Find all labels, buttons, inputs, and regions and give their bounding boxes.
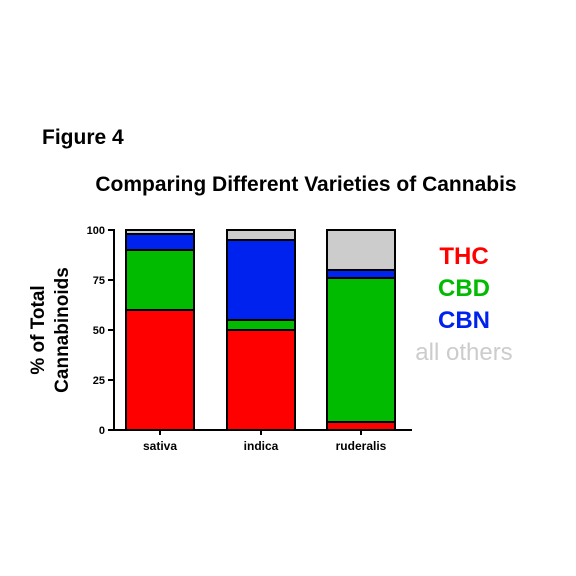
y-tick-label: 75 — [93, 275, 105, 287]
bar-indica-all-others — [226, 229, 296, 241]
x-tick-label-ruderalis: ruderalis — [336, 439, 387, 453]
y-axis-label-line-2: Cannabinoids — [52, 267, 73, 393]
legend-item-cbd: CBD — [438, 275, 490, 302]
x-tick-label-sativa: sativa — [143, 439, 177, 453]
bar-ruderalis-cbn — [326, 269, 396, 279]
y-tick-label: 0 — [99, 425, 105, 437]
legend-item-all-others: all others — [415, 339, 512, 366]
bar-ruderalis-all-others — [326, 229, 396, 271]
x-tick-labels: sativa indica ruderalis — [143, 430, 387, 453]
legend: THC CBD CBN all others — [415, 243, 512, 366]
bar-ruderalis-thc — [326, 421, 396, 431]
bar-indica-cbd — [226, 319, 296, 331]
bar-indica-cbn — [226, 239, 296, 321]
y-tick-label: 100 — [87, 225, 105, 237]
bar-sativa-cbn — [125, 233, 195, 251]
figure-label: Figure 4 — [42, 126, 124, 149]
bar-ruderalis-cbd — [326, 277, 396, 423]
bar-sativa-cbd — [125, 249, 195, 311]
y-tick-label: 50 — [93, 325, 105, 337]
chart-title: Comparing Different Varieties of Cannabi… — [95, 173, 517, 196]
y-tick-label: 25 — [93, 375, 105, 387]
bar-indica-thc — [226, 329, 296, 431]
bar-sativa-all-others — [125, 229, 195, 235]
y-axis-label-line-1: % of Total — [28, 285, 49, 374]
legend-item-cbn: CBN — [438, 307, 490, 334]
legend-item-thc: THC — [439, 243, 488, 270]
y-ticks: 0 25 50 75 100 — [87, 225, 114, 437]
bar-area — [125, 229, 396, 431]
x-tick-label-indica: indica — [244, 439, 279, 453]
bar-sativa-thc — [125, 309, 195, 431]
